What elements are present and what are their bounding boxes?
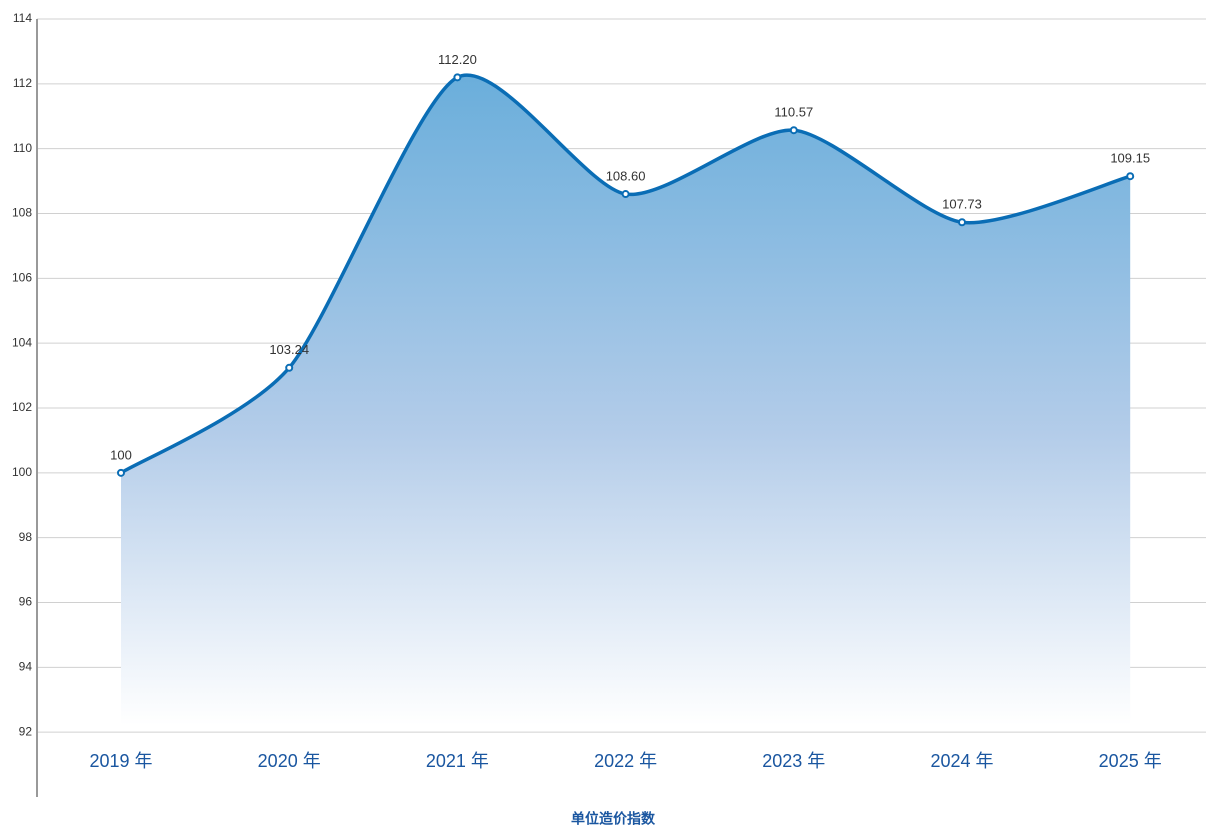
value-label: 112.20 bbox=[438, 52, 477, 67]
x-tick-label: 2019 年 bbox=[89, 751, 152, 771]
y-tick-label: 112 bbox=[13, 76, 32, 90]
y-tick-label: 92 bbox=[19, 724, 33, 738]
value-label: 103.24 bbox=[269, 342, 309, 357]
x-tick-label: 2025 年 bbox=[1099, 751, 1162, 771]
y-tick-label: 114 bbox=[13, 11, 32, 25]
point bbox=[285, 363, 294, 372]
point bbox=[117, 468, 125, 477]
value-label: 108.60 bbox=[606, 168, 646, 183]
value-label: 110.57 bbox=[774, 105, 813, 120]
y-tick-label: 94 bbox=[19, 660, 33, 674]
y-tick-label: 106 bbox=[12, 271, 32, 285]
value-label: 109.15 bbox=[1110, 151, 1150, 166]
y-tick-label: 104 bbox=[12, 335, 32, 349]
point bbox=[453, 73, 462, 82]
point bbox=[789, 126, 798, 135]
x-tick-label: 2020 年 bbox=[258, 751, 321, 771]
point bbox=[958, 218, 966, 227]
y-tick-label: 108 bbox=[12, 206, 32, 220]
x-axis-label: 单位造价指数 bbox=[571, 811, 656, 827]
x-tick-label: 2023 年 bbox=[762, 751, 825, 771]
x-tick-label: 2022 年 bbox=[594, 751, 657, 771]
y-tick-label: 96 bbox=[19, 595, 33, 609]
point bbox=[1126, 172, 1135, 181]
x-tick-label: 2024 年 bbox=[930, 751, 993, 771]
value-label: 107.73 bbox=[942, 197, 982, 212]
y-tick-label: 110 bbox=[13, 141, 32, 155]
y-tick-label: 102 bbox=[12, 400, 32, 414]
y-tick-label: 98 bbox=[19, 530, 33, 544]
value-label: 100 bbox=[110, 447, 132, 462]
point bbox=[621, 190, 630, 199]
y-tick-label: 100 bbox=[12, 465, 32, 479]
x-tick-label: 2021 年 bbox=[426, 751, 489, 771]
area bbox=[121, 75, 1131, 726]
